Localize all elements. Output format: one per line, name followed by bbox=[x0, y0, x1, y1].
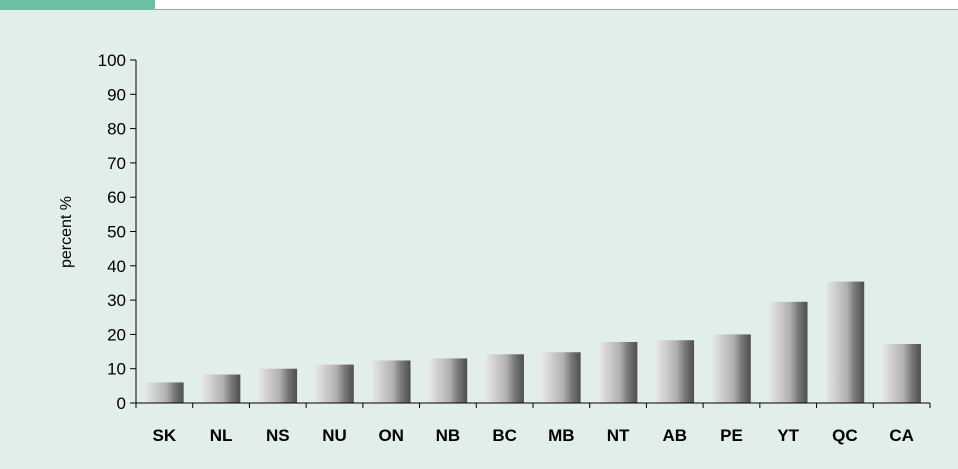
y-tick-label: 70 bbox=[107, 154, 126, 173]
x-tick-label: NB bbox=[436, 426, 461, 445]
bar-ab bbox=[655, 340, 695, 403]
bar-bc bbox=[485, 354, 524, 403]
x-tick-label: ON bbox=[378, 426, 404, 445]
bar-yt bbox=[768, 301, 808, 403]
x-tick-label: CA bbox=[889, 426, 914, 445]
y-tick-label: 0 bbox=[117, 394, 126, 413]
y-tick-label: 90 bbox=[107, 85, 126, 104]
y-tick-label: 10 bbox=[107, 360, 126, 379]
y-tick-label: 20 bbox=[107, 325, 126, 344]
header-accent-tab bbox=[0, 0, 155, 10]
bar-ca bbox=[882, 344, 921, 403]
y-tick-label: 80 bbox=[107, 120, 126, 139]
bar-nu bbox=[315, 364, 354, 403]
x-tick-label: AB bbox=[663, 426, 688, 445]
bar-mb bbox=[542, 352, 581, 403]
y-axis-title: percent % bbox=[58, 196, 75, 268]
bar-on bbox=[371, 360, 411, 403]
x-tick-label: QC bbox=[832, 426, 858, 445]
bar-nb bbox=[428, 358, 468, 403]
bar-nl bbox=[201, 374, 241, 403]
y-tick-label: 100 bbox=[98, 51, 126, 70]
y-axis-label: percent % bbox=[58, 196, 75, 268]
header-rule bbox=[155, 9, 958, 10]
x-tick-label: NS bbox=[266, 426, 290, 445]
bar-sk bbox=[145, 382, 184, 403]
x-tick-label: YT bbox=[777, 426, 799, 445]
bar-pe bbox=[712, 334, 751, 403]
x-axis: SK NL NS NU ON NB BC MB NT AB PE YT QC CA bbox=[135, 402, 931, 445]
y-tick-label: 50 bbox=[107, 223, 126, 242]
y-axis: 0 10 20 30 40 50 60 70 80 90 100 bbox=[98, 51, 137, 413]
bar-ns bbox=[258, 368, 298, 403]
bar-qc bbox=[825, 281, 865, 403]
x-tick-label: BC bbox=[492, 426, 517, 445]
bar-nt bbox=[598, 341, 638, 403]
y-tick-label: 60 bbox=[107, 188, 126, 207]
x-tick-label: NU bbox=[322, 426, 347, 445]
x-tick-label: NL bbox=[210, 426, 233, 445]
x-tick-label: PE bbox=[720, 426, 743, 445]
y-tick-label: 40 bbox=[107, 257, 126, 276]
bars bbox=[145, 281, 921, 403]
y-tick-label: 30 bbox=[107, 291, 126, 310]
x-tick-label: NT bbox=[607, 426, 630, 445]
x-tick-label: SK bbox=[153, 426, 177, 445]
x-tick-label: MB bbox=[548, 426, 574, 445]
